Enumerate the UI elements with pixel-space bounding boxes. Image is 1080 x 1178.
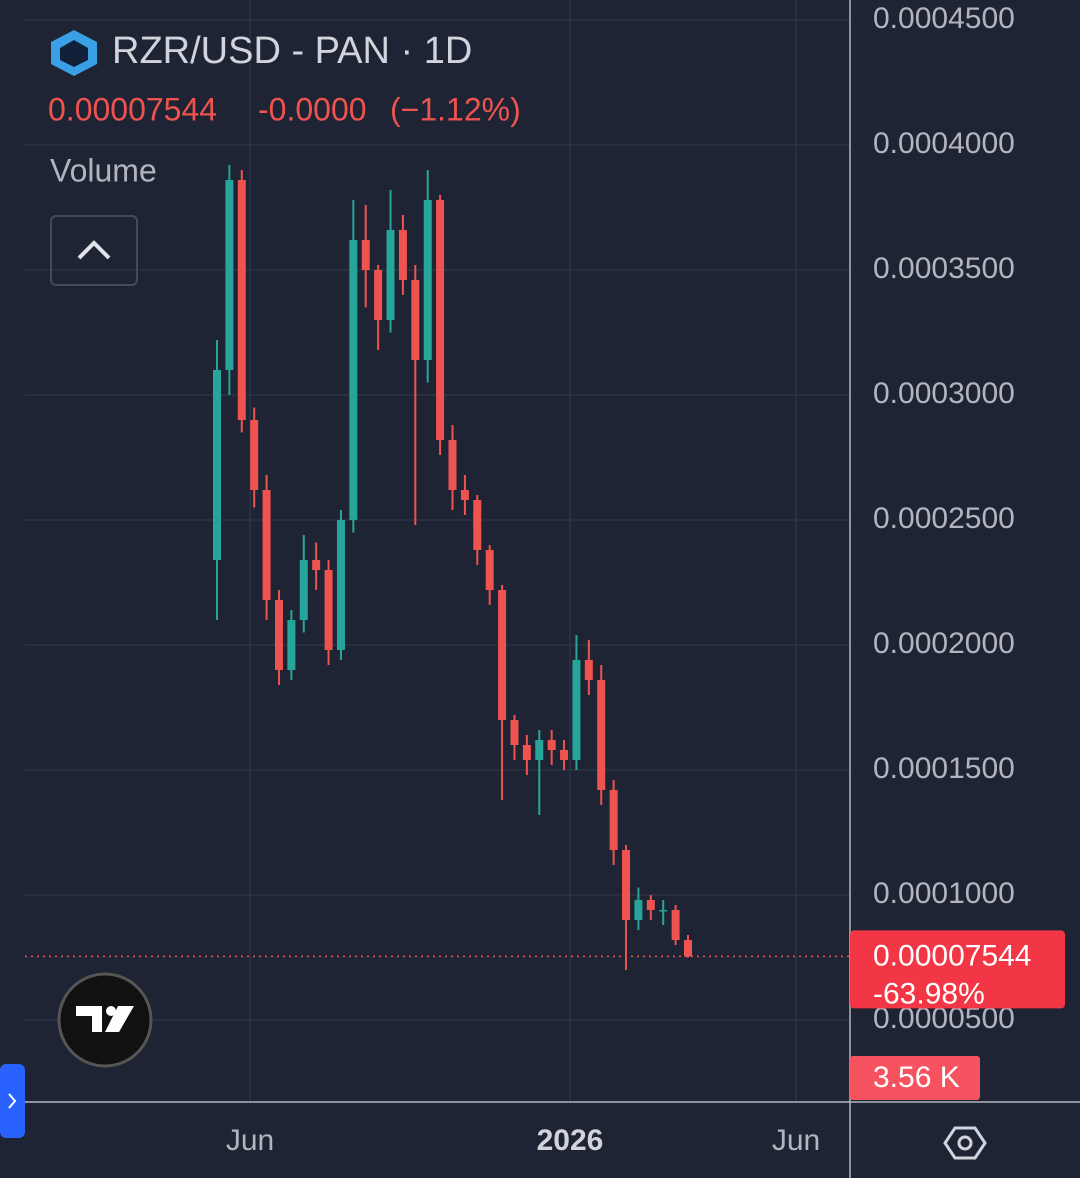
candle-body (560, 750, 569, 760)
price-change-pct: (−1.12%) (390, 91, 521, 127)
candle-body (225, 180, 234, 370)
candle-body (287, 620, 296, 670)
x-tick-label: Jun (772, 1124, 820, 1157)
candle-body (547, 740, 556, 750)
candle-body (473, 500, 482, 550)
price-change: -0.0000 (258, 91, 367, 127)
x-tick-label: 2026 (537, 1124, 604, 1157)
price-tag-change: -63.98% (873, 977, 985, 1010)
time-axis: Jun 2026 Jun (226, 1124, 820, 1157)
candle-body (671, 910, 680, 940)
y-tick-label: 0.0003000 (873, 377, 1015, 410)
symbol-logo (51, 30, 97, 76)
candle-body (485, 550, 494, 590)
x-tick-label: Jun (226, 1124, 274, 1157)
candle-body (622, 850, 631, 920)
candle-body (324, 570, 333, 650)
candle-body (436, 200, 445, 440)
volume-tag-box (850, 1056, 980, 1100)
grid (25, 0, 850, 1102)
candle-body (274, 600, 283, 670)
candle-body (448, 440, 457, 490)
candle-body (374, 270, 383, 320)
volume-tag: 3.56 K (873, 1061, 960, 1094)
candle-body (386, 230, 395, 320)
candle-body (510, 720, 519, 745)
candle-body (262, 490, 271, 600)
settings-button[interactable] (943, 1126, 987, 1160)
candle-body (535, 740, 544, 760)
candle-body (646, 900, 655, 910)
collapse-button[interactable] (50, 215, 138, 286)
candle-body (659, 910, 668, 912)
candle-body (336, 520, 345, 650)
price-tag: 0.00007544 (873, 939, 1032, 972)
candle-body (312, 560, 321, 570)
price-tag-box (850, 930, 1065, 1009)
candle-body (213, 370, 221, 560)
indicator-label: Volume (50, 152, 157, 188)
candle-body (634, 900, 643, 920)
candle-body (411, 280, 420, 360)
candle-body (584, 660, 593, 680)
candle-body (237, 180, 246, 420)
candle-body (684, 940, 692, 957)
candle-body (609, 790, 618, 850)
y-tick-label: 0.0004000 (873, 127, 1015, 160)
candle-body (522, 745, 531, 760)
candle-body (423, 200, 432, 360)
y-tick-label: 0.0004500 (873, 2, 1015, 35)
candle-body (398, 230, 407, 280)
candle-body (361, 240, 370, 270)
y-tick-label: 0.0001000 (873, 877, 1015, 910)
y-tick-label: 0.0001500 (873, 752, 1015, 785)
candle-body (250, 420, 259, 490)
price-tags: 0.00007544 -63.98% 3.56 K (850, 930, 1065, 1100)
candle-body (460, 490, 469, 500)
price-axis: 0.00005000.00010000.00015000.00020000.00… (873, 2, 1015, 1035)
candle-body (349, 240, 358, 520)
candle-body (299, 560, 308, 620)
tradingview-logo[interactable] (57, 972, 153, 1068)
y-tick-label: 0.0002500 (873, 502, 1015, 535)
chart-title: RZR/USD - PAN · 1D (112, 30, 472, 72)
candle-body (498, 590, 507, 720)
side-panel-tab[interactable] (0, 1064, 25, 1138)
candle-body (572, 660, 581, 760)
y-tick-label: 0.0002000 (873, 627, 1015, 660)
last-price: 0.00007544 (48, 91, 217, 127)
y-tick-label: 0.0003500 (873, 252, 1015, 285)
candle-body (597, 680, 606, 790)
candles (25, 165, 850, 970)
